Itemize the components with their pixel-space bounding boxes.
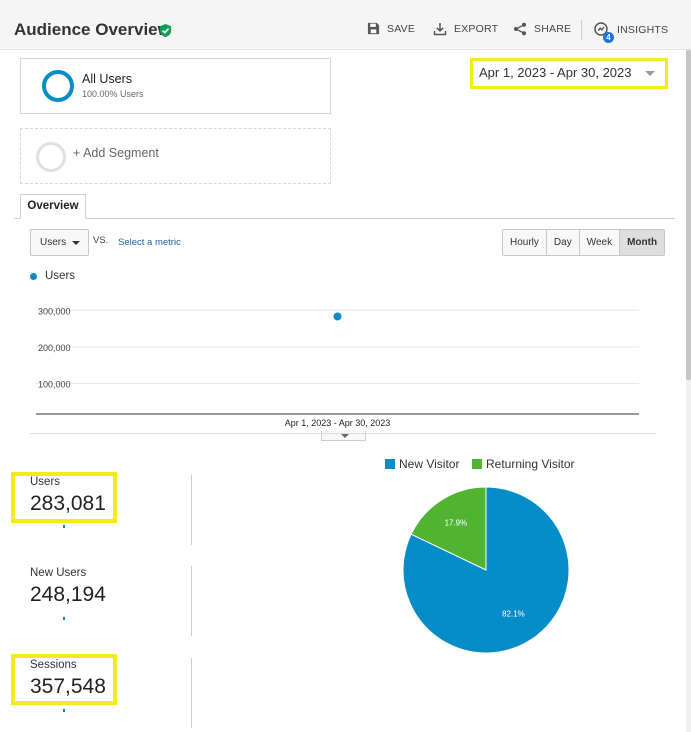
select-metric-link[interactable]: Select a metric [118,237,181,248]
add-segment-label: + Add Segment [73,146,159,160]
pie-slice-returning-visitor[interactable] [410,486,487,571]
pie-slice-new-visitor[interactable] [402,486,570,654]
metric-new-users-label: New Users [30,567,87,579]
caret-down-icon [72,241,80,245]
interval-hourly-button[interactable]: Hourly [503,230,547,255]
verified-shield-icon [159,23,172,38]
save-button[interactable]: SAVE [367,22,415,35]
pie-value-label: 82.1% [502,610,525,619]
date-range-picker[interactable]: Apr 1, 2023 - Apr 30, 2023 [470,58,668,89]
tab-strip-line [14,218,675,219]
legend-returning-visitor[interactable]: Returning Visitor [472,457,575,471]
highlight-sessions-box [11,654,117,705]
metric-users-value: 283,081 [30,492,106,515]
interval-toggle: Hourly Day Week Month [502,229,666,256]
y-tick-label: 200,000 [38,343,71,353]
metric-users-label: Users [30,476,61,488]
export-button[interactable]: EXPORT [433,22,498,36]
y-tick-label: 300,000 [38,306,71,316]
interval-day-button[interactable]: Day [546,230,580,255]
metric-new-users-value: 248,194 [30,583,106,606]
metric-dropdown[interactable]: Users [30,229,89,256]
interval-month-button[interactable]: Month [620,230,665,255]
users-sparkline [63,525,65,528]
users-data-point[interactable] [333,312,342,321]
empty-segment-ring-icon [36,142,66,172]
new-visitor-swatch [385,459,395,469]
download-icon [433,23,447,36]
segment-ring-icon [42,70,74,102]
new-visitor-label: New Visitor [399,457,460,471]
share-label: SHARE [534,23,572,35]
segment-percent: 100.00% Users [82,89,144,99]
share-button[interactable]: SHARE [513,22,571,36]
page-title: Audience Overview [14,20,171,39]
metric-sessions-label: Sessions [30,659,77,671]
segment-all-users[interactable]: All Users 100.00% Users [20,58,331,114]
metric-sessions-value: 357,548 [30,675,106,698]
save-icon [367,22,380,35]
collapse-chart-button[interactable] [321,431,366,441]
metric-divider [191,566,192,636]
returning-visitor-swatch [472,459,482,469]
scrollbar-track[interactable] [686,50,691,732]
x-tick-label: Apr 1, 2023 - Apr 30, 2023 [285,418,391,428]
metric-sessions[interactable]: Sessions 357,548 [30,659,106,699]
sessions-sparkline [63,709,65,712]
metric-dropdown-value: Users [40,237,67,248]
pie-value-label: 17.9% [445,518,468,527]
users-line-chart: 300,000 200,000 100,000 Apr 1, 2023 - Apr 3… [36,306,639,428]
metric-divider [191,658,192,728]
insights-button[interactable]: INSIGHTS [594,22,668,38]
date-range-label: Apr 1, 2023 - Apr 30, 2023 [479,65,632,80]
visitor-type-pie-chart: 82.1% 17.9% [402,486,570,654]
segment-name: All Users [82,72,133,86]
metric-users[interactable]: Users 283,081 [30,476,106,516]
legend-new-visitor[interactable]: New Visitor [385,457,459,471]
report-header: Audience Overview SAVE EXPORT SHARE [0,0,691,50]
toolbar-divider [581,20,582,40]
y-tick-label: 100,000 [38,379,71,389]
add-segment-button[interactable]: + Add Segment [20,128,331,184]
insights-icon [594,22,608,36]
scrollbar-thumb[interactable] [686,50,691,380]
metric-new-users[interactable]: New Users 248,194 [30,567,106,607]
metric-divider [191,475,192,545]
insights-count-badge: 4 [603,32,614,43]
highlight-users-box [11,472,117,523]
insights-label: INSIGHTS [617,24,669,36]
users-legend-label: Users [45,270,76,282]
returning-visitor-label: Returning Visitor [486,457,575,471]
vs-label: VS. [93,235,109,246]
caret-down-icon [645,71,655,76]
chart-separator [30,433,656,434]
save-label: SAVE [387,22,416,35]
share-icon [514,22,526,36]
export-label: EXPORT [454,23,499,35]
users-legend-swatch [30,273,37,280]
interval-week-button[interactable]: Week [579,230,621,255]
new-users-sparkline [63,617,65,620]
tab-overview[interactable]: Overview [20,194,86,219]
